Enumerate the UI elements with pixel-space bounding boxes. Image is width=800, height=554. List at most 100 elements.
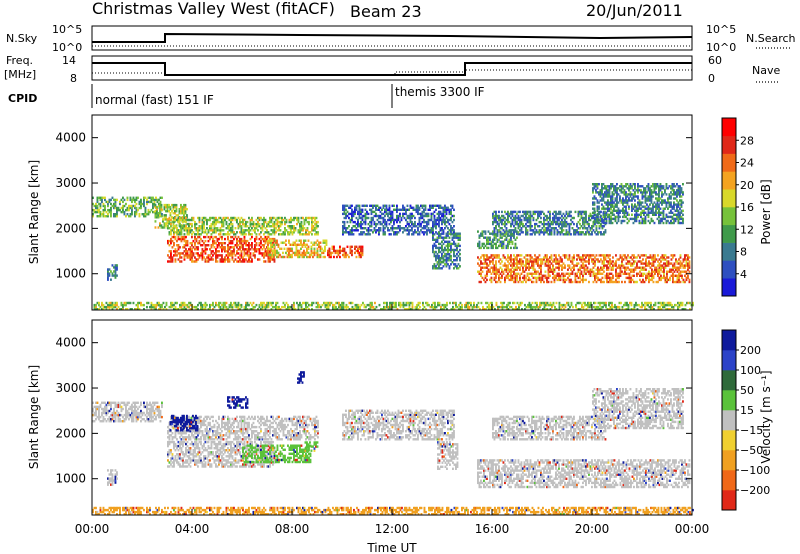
- power-cell: [216, 254, 219, 257]
- power-cell: [248, 233, 250, 236]
- power-cell: [174, 220, 176, 223]
- power-cell: [531, 274, 533, 277]
- power-cell: [570, 222, 572, 226]
- power-cell: [436, 254, 439, 258]
- power-cell: [436, 256, 439, 260]
- power-cell: [451, 229, 454, 232]
- power-cell: [267, 239, 269, 242]
- power-cell: [640, 203, 642, 206]
- power-cell: [170, 233, 172, 236]
- power-cell: [601, 225, 604, 228]
- power-cell: [240, 237, 243, 241]
- power-cell: [114, 268, 117, 271]
- power-cell: [438, 246, 440, 250]
- power-cell: [628, 260, 631, 263]
- power-cell: [649, 272, 652, 275]
- power-cell: [663, 276, 665, 280]
- power-cell: [634, 260, 637, 263]
- power-cell: [113, 215, 115, 218]
- power-cell: [345, 251, 347, 255]
- power-cell: [385, 210, 388, 214]
- power-cell: [481, 242, 484, 246]
- power-cell: [174, 226, 176, 229]
- power-cell: [378, 220, 380, 224]
- power-cell: [577, 214, 580, 218]
- power-cell: [243, 258, 246, 261]
- power-cell: [313, 247, 316, 250]
- power-cell: [608, 203, 611, 206]
- power-cell: [589, 270, 592, 273]
- power-cell: [489, 232, 491, 235]
- power-cell: [631, 187, 633, 190]
- power-cell: [496, 270, 499, 273]
- power-cell: [302, 216, 304, 220]
- power-cell: [454, 244, 457, 248]
- power-cell: [655, 211, 657, 214]
- power-cell: [638, 205, 641, 208]
- power-cell: [635, 217, 638, 221]
- power-cell: [596, 185, 599, 188]
- power-cell: [438, 218, 440, 222]
- power-cell: [673, 270, 676, 273]
- power-cell: [399, 225, 401, 228]
- power-cell: [652, 258, 655, 261]
- power-cell: [679, 195, 681, 198]
- power-cell: [255, 244, 258, 247]
- power-cell: [399, 227, 401, 230]
- power-cell: [261, 254, 264, 257]
- power-cell: [438, 206, 440, 209]
- power-cell: [679, 274, 682, 277]
- power-cell: [607, 260, 610, 263]
- power-cell: [610, 219, 612, 223]
- power-cell: [308, 231, 310, 234]
- power-cell: [172, 222, 175, 225]
- power-cell: [622, 272, 625, 275]
- power-cell: [603, 264, 605, 267]
- power-cell: [594, 231, 596, 234]
- power-cell: [327, 249, 329, 253]
- power-cell: [450, 212, 452, 216]
- power-cell: [508, 258, 511, 261]
- power-cell: [387, 227, 389, 230]
- power-cell: [667, 270, 670, 273]
- power-cell: [628, 193, 630, 196]
- power-cell: [606, 278, 608, 282]
- power-cell: [487, 268, 490, 271]
- nsearch-tick-bottom: 10^0: [706, 41, 736, 54]
- power-cell: [102, 208, 105, 212]
- power-cell: [582, 218, 584, 222]
- power-cell: [634, 217, 636, 221]
- power-cell: [601, 272, 604, 275]
- power-cell: [651, 278, 653, 282]
- power-cell: [589, 218, 592, 222]
- freq-panel: Freq. [MHz] 14 8 60 0 Nave: [4, 54, 780, 85]
- power-cell: [614, 199, 617, 202]
- power-cell: [496, 222, 499, 226]
- power-cell: [430, 206, 433, 209]
- power-cell: [619, 272, 622, 275]
- power-cell: [116, 303, 118, 307]
- power-cell: [606, 264, 608, 267]
- power-cell: [603, 258, 605, 261]
- power-cell: [653, 191, 656, 194]
- power-cell: [258, 252, 261, 255]
- power-cell: [156, 212, 158, 215]
- power-cell: [442, 259, 445, 262]
- power-cell: [228, 252, 231, 255]
- power-cell: [382, 231, 385, 234]
- power-cell: [511, 274, 514, 277]
- power-cell: [299, 233, 301, 236]
- power-cell: [108, 301, 111, 305]
- power-cell: [421, 206, 424, 209]
- power-cell: [267, 245, 269, 248]
- power-cell: [360, 222, 362, 226]
- power-cell: [526, 260, 529, 263]
- power-cell: [451, 236, 454, 239]
- power-cell: [125, 215, 127, 218]
- power-cell: [261, 252, 264, 255]
- power-cell: [670, 187, 672, 190]
- power-cell: [239, 248, 241, 251]
- power-cell: [664, 276, 667, 280]
- power-cell: [306, 227, 309, 230]
- power-cell: [201, 222, 204, 226]
